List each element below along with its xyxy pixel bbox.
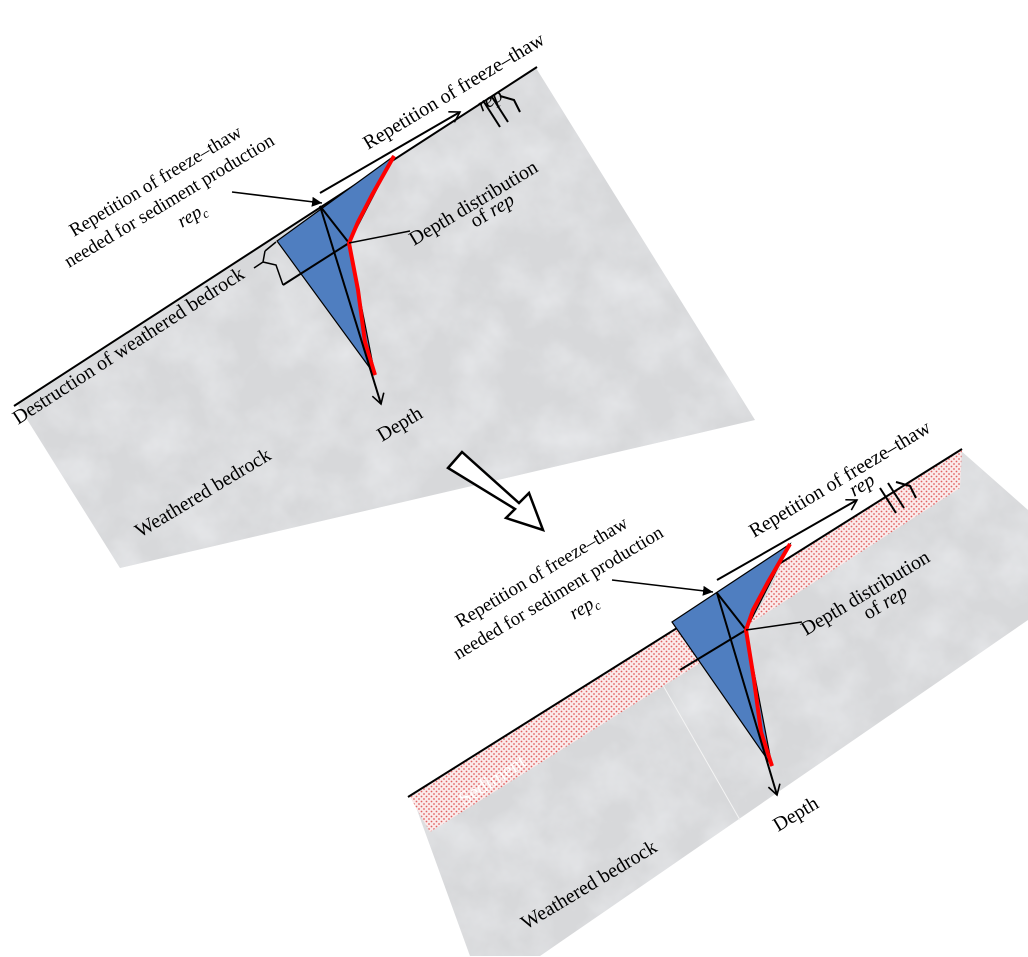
bottom-rep-c-pointer	[611, 579, 714, 596]
bottom-surface-symbol-icon	[879, 481, 917, 514]
bottom-depth-dist-pointer	[745, 621, 803, 631]
top-panel: Repetition of freeze–thaw rep Repetition…	[9, 28, 755, 568]
bottom-faint-divider	[659, 679, 741, 821]
top-bedrock-texture	[18, 68, 755, 568]
bottom-bedrock-texture	[412, 450, 1028, 956]
top-rep-c-pointer	[231, 191, 323, 207]
bottom-rep-c-label-2: needed for sediment production	[450, 522, 668, 664]
top-rep-c-line	[319, 205, 350, 244]
top-surface-symbol-icon	[483, 95, 521, 128]
bottom-depth-label: Depth	[769, 792, 822, 836]
bottom-rep-axis-arrow	[716, 498, 859, 581]
top-rep-c-label-2: needed for sediment production	[61, 130, 279, 272]
transition-arrow-icon	[446, 450, 546, 532]
top-depth-axis-arrow	[319, 205, 385, 406]
top-destruction-bracket	[253, 241, 284, 286]
top-depth-dist-pointer	[348, 230, 411, 244]
top-destruction-depth-line	[282, 242, 350, 286]
top-ground-surface	[13, 66, 538, 407]
bottom-destruction-depth-line	[679, 629, 747, 671]
bottom-rep-c-line	[716, 592, 747, 631]
bottom-depth-axis-arrow	[716, 592, 781, 797]
top-rep-axis-arrow	[319, 111, 462, 194]
